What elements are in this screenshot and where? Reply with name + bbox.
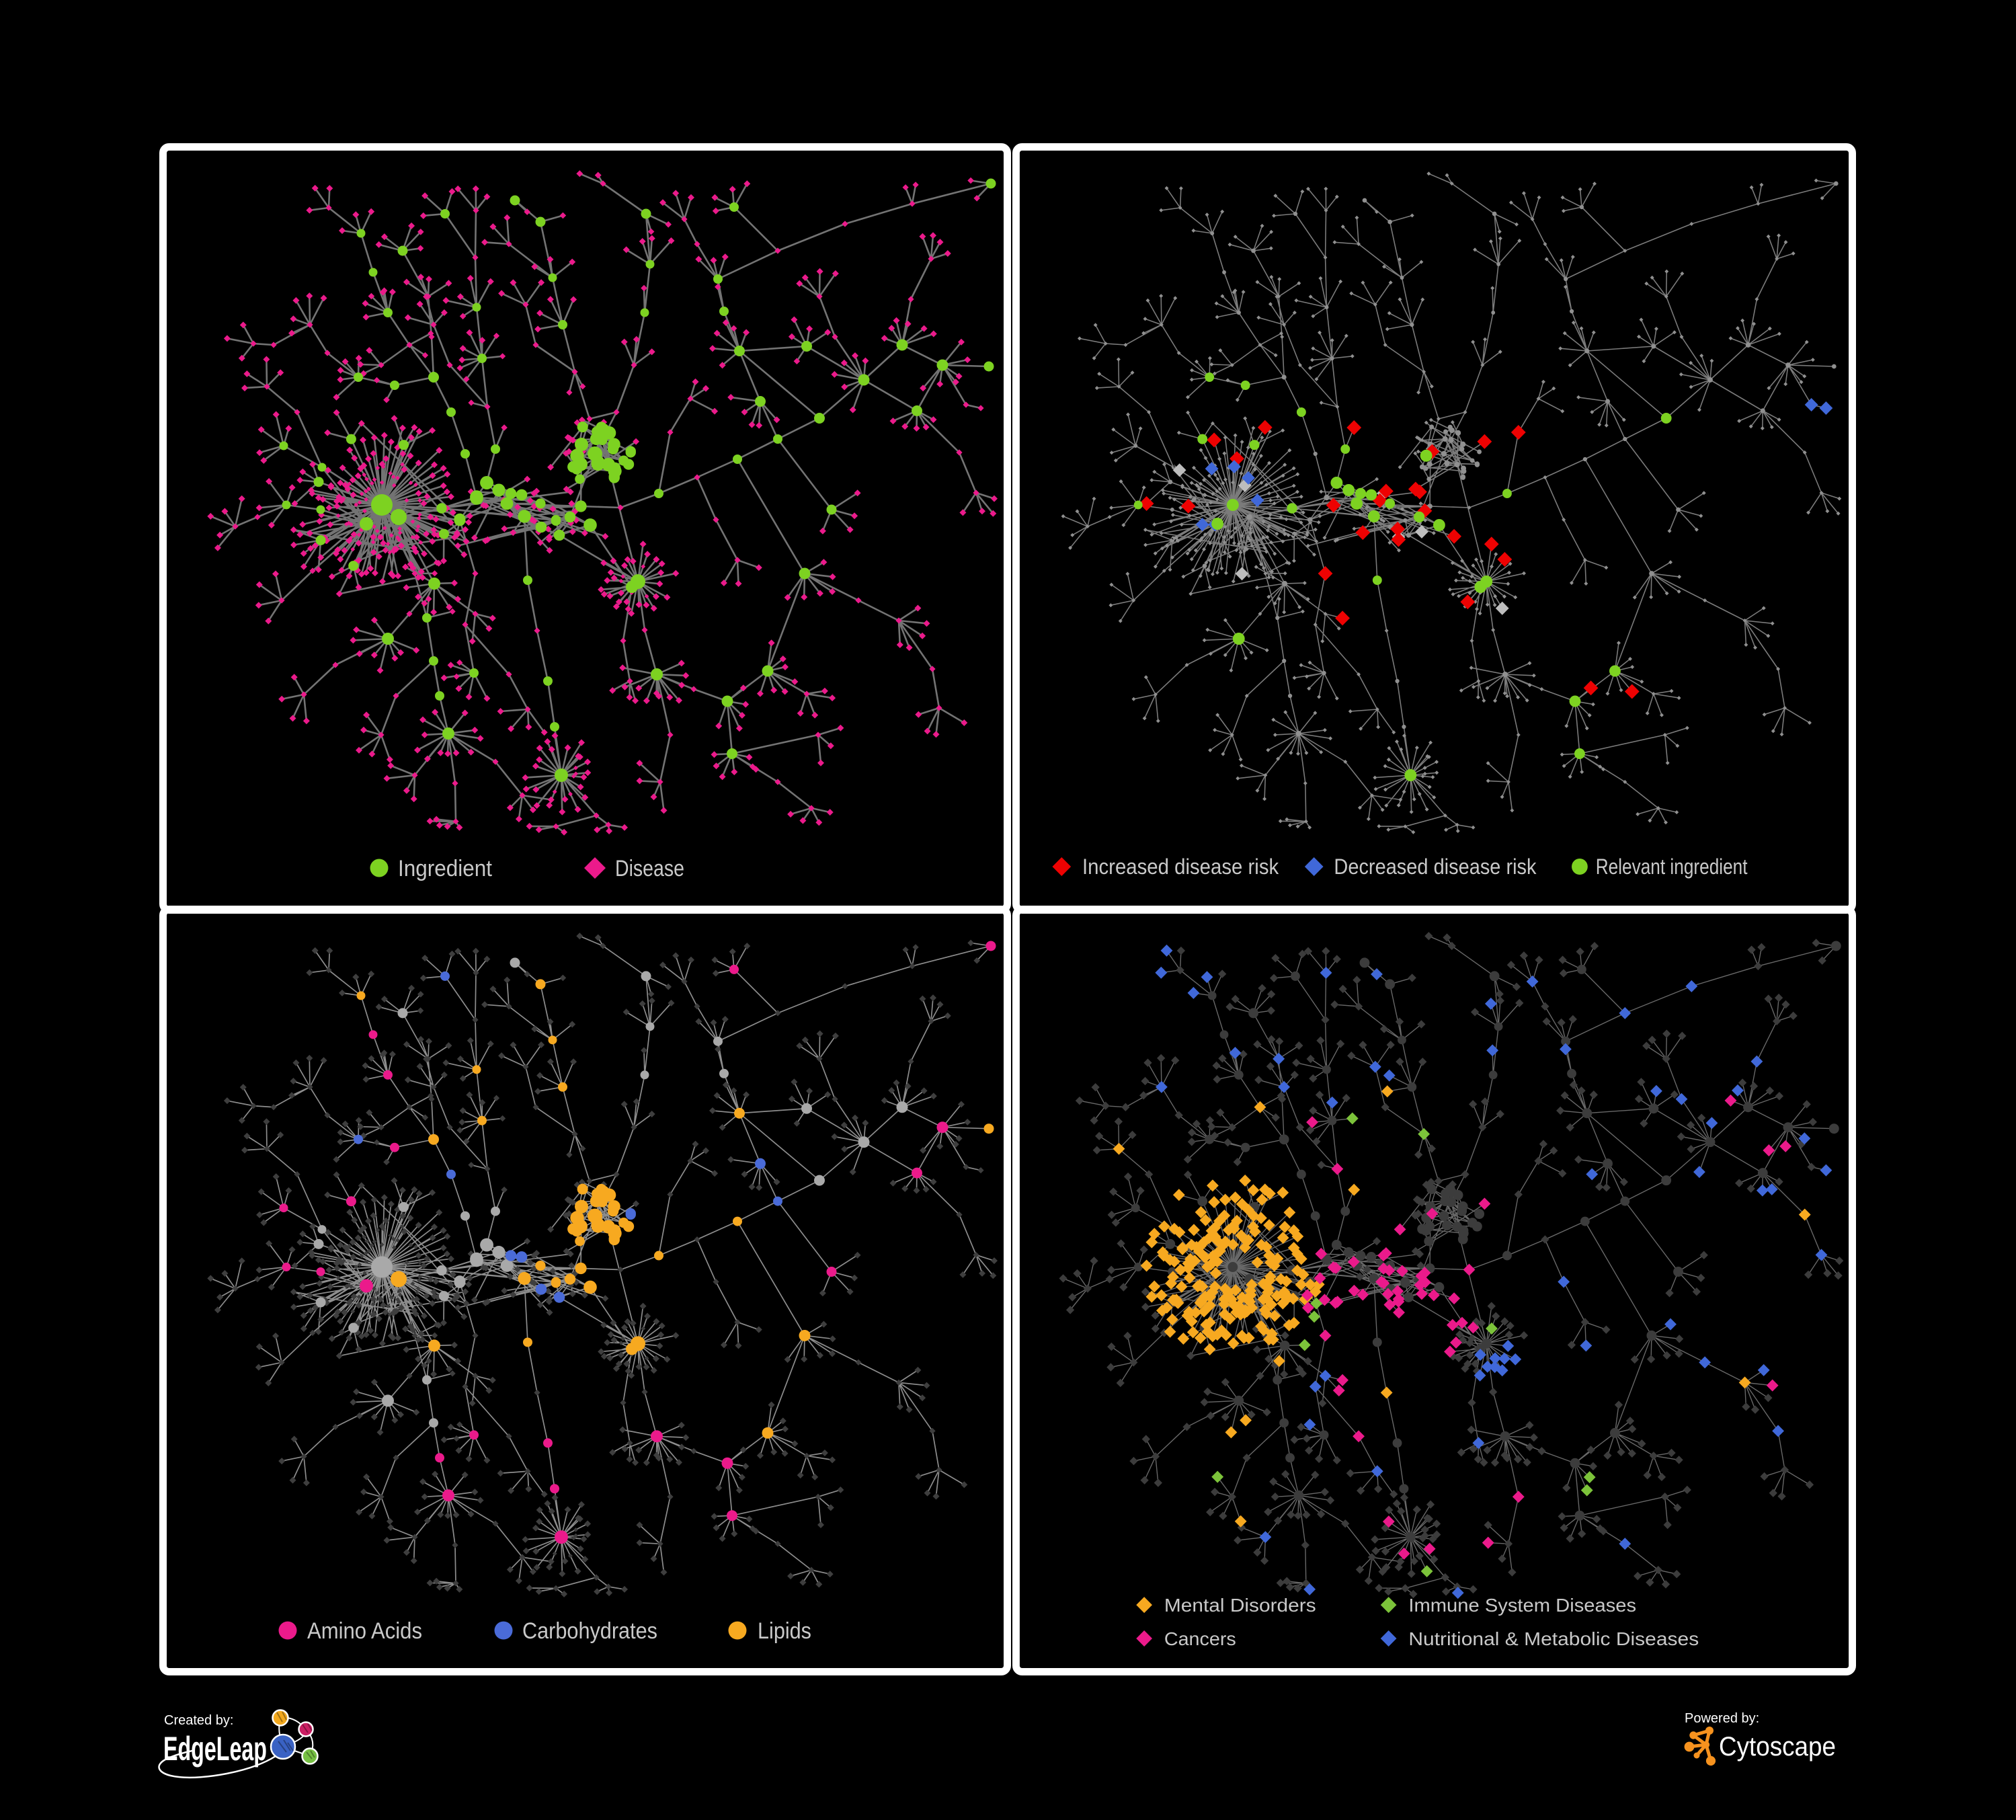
- svg-text:Cytoscape: Cytoscape: [1719, 1732, 1836, 1762]
- svg-text:Mental Disorders: Mental Disorders: [1164, 1595, 1316, 1616]
- svg-text:Increased disease risk: Increased disease risk: [1082, 855, 1279, 879]
- svg-text:Amino Acids: Amino Acids: [307, 1618, 422, 1644]
- svg-text:Ingredient: Ingredient: [398, 856, 493, 881]
- svg-text:Cancers: Cancers: [1164, 1628, 1236, 1649]
- svg-text:Carbohydrates: Carbohydrates: [522, 1618, 657, 1644]
- svg-text:Disease: Disease: [615, 856, 684, 881]
- svg-text:Powered by:: Powered by:: [1685, 1711, 1759, 1726]
- svg-text:EdgeLeap: EdgeLeap: [163, 1730, 267, 1768]
- svg-text:Relevant ingredient: Relevant ingredient: [1596, 855, 1748, 879]
- svg-text:Decreased disease risk: Decreased disease risk: [1334, 855, 1536, 879]
- svg-text:Lipids: Lipids: [758, 1618, 811, 1644]
- svg-text:Immune System Diseases: Immune System Diseases: [1408, 1595, 1636, 1616]
- svg-text:Created by:: Created by:: [164, 1713, 233, 1728]
- svg-text:Nutritional & Metabolic Diseas: Nutritional & Metabolic Diseases: [1408, 1628, 1699, 1649]
